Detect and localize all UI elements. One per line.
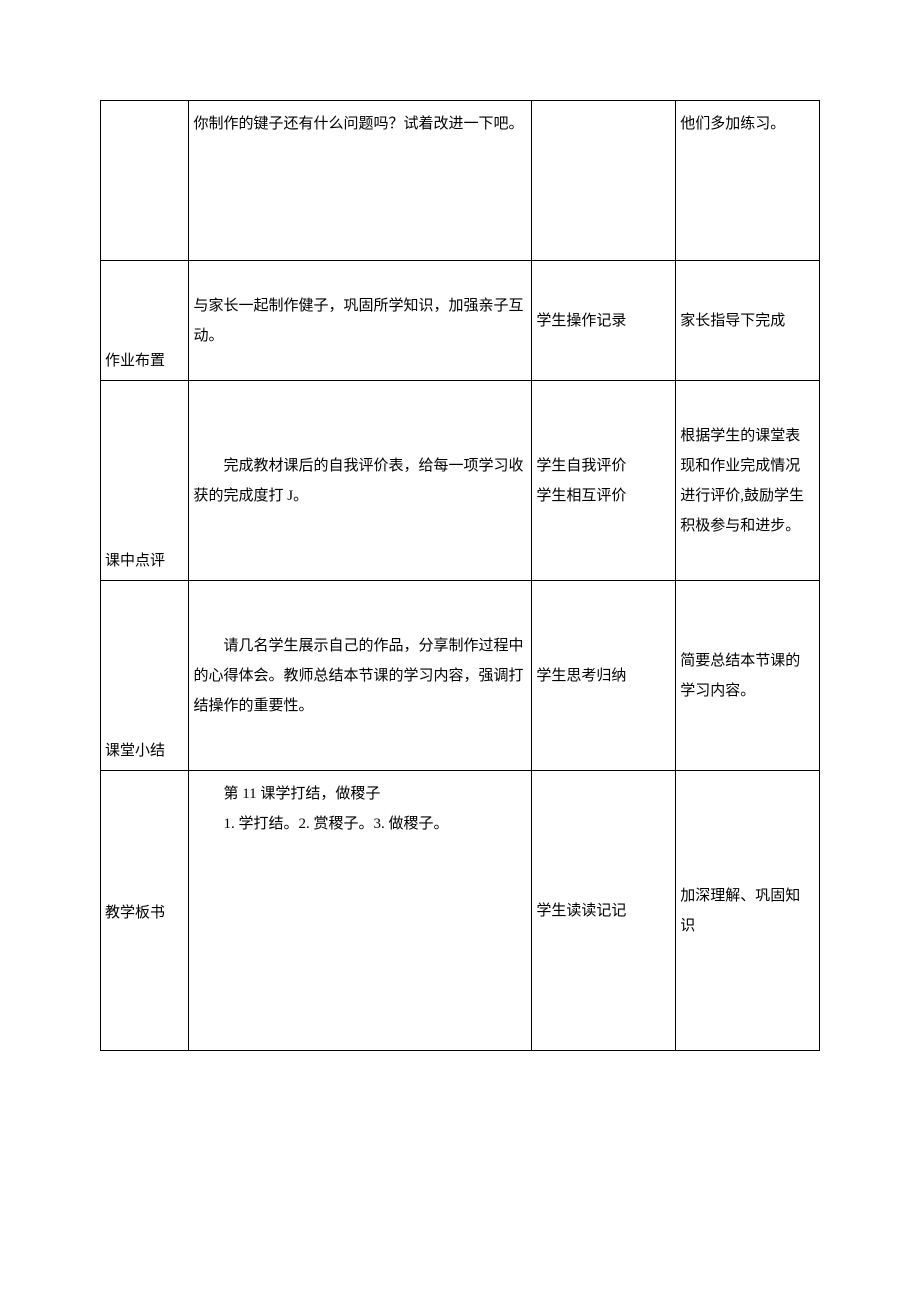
content-text: 与家长一起制作健子，巩固所学知识，加强亲子互动。 xyxy=(193,298,523,344)
row-note: 简要总结本节课的学习内容。 xyxy=(676,581,820,771)
content-text: 请几名学生展示自己的作品，分享制作过程中的心得体会。教师总结本节课的学习内容，强… xyxy=(193,638,523,714)
row-content: 完成教材课后的自我评价表，给每一项学习收获的完成度打 J。 xyxy=(189,381,532,581)
content-text: 完成教材课后的自我评价表，给每一项学习收获的完成度打 J。 xyxy=(193,458,523,504)
row-student xyxy=(532,101,676,261)
row-label: 课堂小结 xyxy=(101,581,189,771)
student-line: 学生自我评价 xyxy=(536,451,671,481)
row-student: 学生操作记录 xyxy=(532,261,676,381)
content-line: 1. 学打结。2. 赏稷子。3. 做稷子。 xyxy=(223,816,448,832)
row-label: 课中点评 xyxy=(101,381,189,581)
lesson-plan-table: 你制作的键子还有什么问题吗？试着改进一下吧。 他们多加练习。 作业布置 与家长一… xyxy=(100,100,820,1051)
table-row: 课中点评 完成教材课后的自我评价表，给每一项学习收获的完成度打 J。 学生自我评… xyxy=(101,381,820,581)
row-note: 根据学生的课堂表现和作业完成情况进行评价,鼓励学生积极参与和进步。 xyxy=(676,381,820,581)
row-content: 你制作的键子还有什么问题吗？试着改进一下吧。 xyxy=(189,101,532,261)
student-line: 学生相互评价 xyxy=(536,481,671,511)
row-student: 学生读读记记 xyxy=(532,771,676,1051)
table-row: 你制作的键子还有什么问题吗？试着改进一下吧。 他们多加练习。 xyxy=(101,101,820,261)
row-note: 家长指导下完成 xyxy=(676,261,820,381)
content-line: 第 11 课学打结，做稷子 xyxy=(223,786,380,802)
row-student: 学生自我评价 学生相互评价 xyxy=(532,381,676,581)
row-content: 与家长一起制作健子，巩固所学知识，加强亲子互动。 xyxy=(189,261,532,381)
row-note: 他们多加练习。 xyxy=(676,101,820,261)
table-row: 课堂小结 请几名学生展示自己的作品，分享制作过程中的心得体会。教师总结本节课的学… xyxy=(101,581,820,771)
row-note: 加深理解、巩固知识 xyxy=(676,771,820,1051)
row-label: 作业布置 xyxy=(101,261,189,381)
row-student: 学生思考归纳 xyxy=(532,581,676,771)
content-text: 你制作的键子还有什么问题吗？试着改进一下吧。 xyxy=(193,116,523,132)
row-label: 教学板书 xyxy=(101,771,189,1051)
table-row: 作业布置 与家长一起制作健子，巩固所学知识，加强亲子互动。 学生操作记录 家长指… xyxy=(101,261,820,381)
row-content: 第 11 课学打结，做稷子 1. 学打结。2. 赏稷子。3. 做稷子。 xyxy=(189,771,532,1051)
row-label xyxy=(101,101,189,261)
table-row: 教学板书 第 11 课学打结，做稷子 1. 学打结。2. 赏稷子。3. 做稷子。… xyxy=(101,771,820,1051)
row-content: 请几名学生展示自己的作品，分享制作过程中的心得体会。教师总结本节课的学习内容，强… xyxy=(189,581,532,771)
